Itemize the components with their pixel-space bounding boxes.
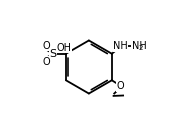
Text: OH: OH [57,43,72,53]
Text: O: O [117,81,124,91]
Text: 2: 2 [139,45,143,51]
Text: S: S [50,49,57,59]
Text: NH: NH [132,41,146,51]
Text: NH: NH [113,41,128,51]
Text: O: O [42,57,50,67]
Text: O: O [42,41,50,51]
